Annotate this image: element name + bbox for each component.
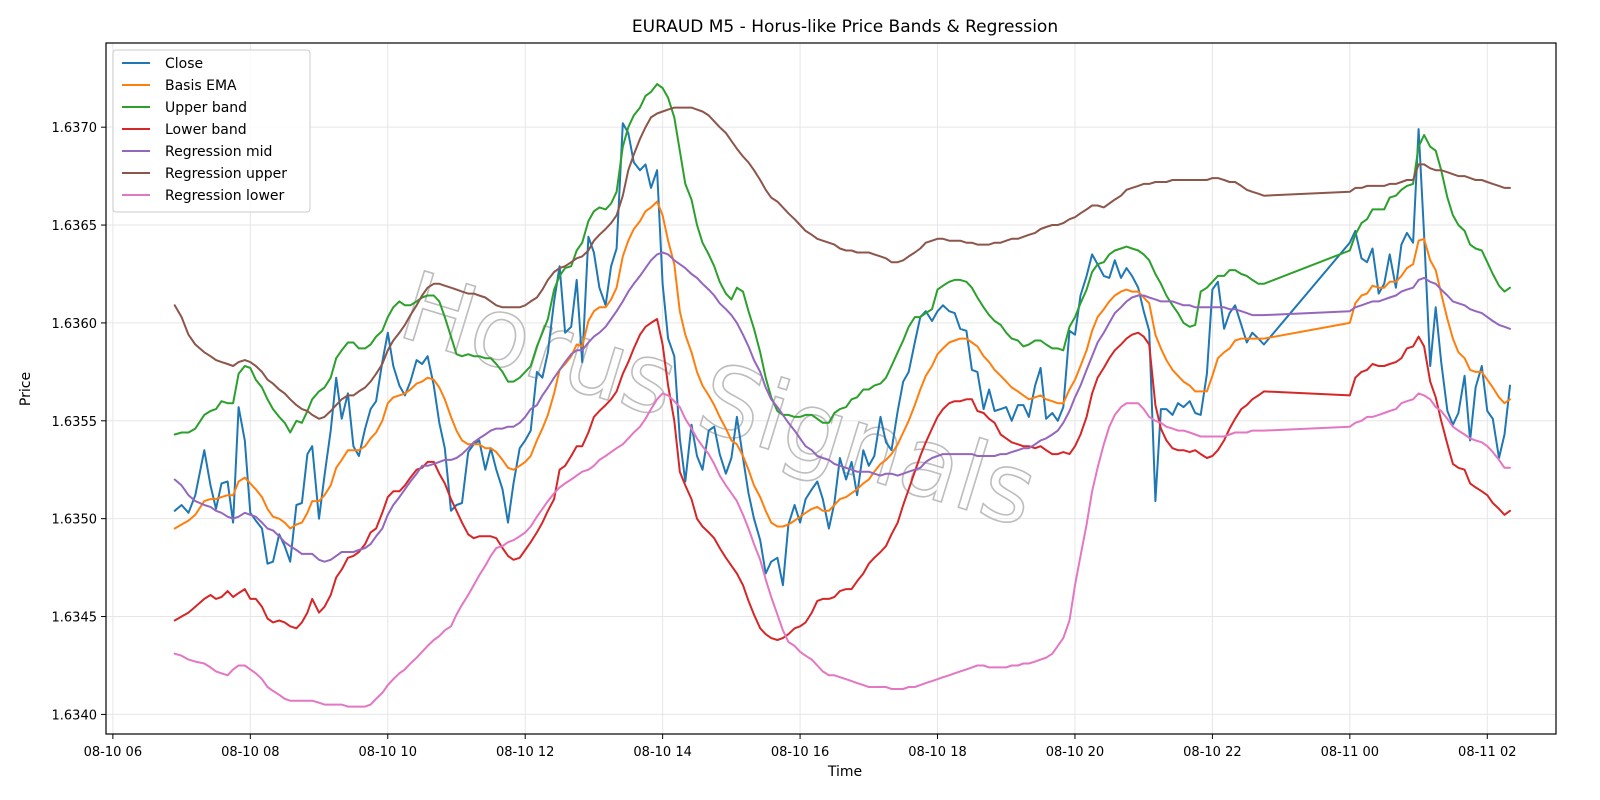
x-axis: 08-10 06 08-10 08 08-10 10 08-10 12 08-10 14… — [84, 734, 1517, 760]
series-line-basis-ema — [173, 200, 1511, 530]
y-tick-label: 1.6350 — [52, 513, 98, 528]
legend-label-lower-band: Lower band — [165, 122, 247, 138]
x-tick-label: 08-10 08 — [221, 745, 279, 760]
y-tick-label: 1.6360 — [52, 317, 98, 332]
series-line-upper-band — [173, 83, 1511, 436]
y-tick-label: 1.6340 — [52, 708, 98, 723]
x-tick-label: 08-10 10 — [359, 745, 417, 760]
plot-frame — [105, 42, 1557, 735]
series-line-close — [173, 122, 1511, 587]
legend-box — [112, 49, 311, 213]
y-tick-label: 1.6365 — [52, 219, 98, 234]
series-line-lower-band — [173, 318, 1511, 641]
legend-label-close: Close — [165, 56, 203, 72]
x-axis-title: Time — [827, 764, 862, 780]
x-tick-label: 08-10 12 — [496, 745, 554, 760]
x-tick-label: 08-10 18 — [908, 745, 966, 760]
x-tick-label: 08-10 14 — [633, 745, 691, 760]
y-tick-label: 1.6370 — [52, 121, 98, 136]
x-tick-label: 08-11 02 — [1458, 745, 1516, 760]
series-line-regression-mid — [173, 251, 1511, 563]
legend-label-regression-upper: Regression upper — [165, 166, 287, 182]
x-tick-label: 08-10 06 — [84, 745, 142, 760]
legend-label-regression-lower: Regression lower — [165, 188, 285, 204]
series-line-regression-upper — [173, 106, 1511, 420]
legend-label-regression-mid: Regression mid — [165, 144, 272, 160]
x-tick-label: 08-11 00 — [1321, 745, 1379, 760]
x-tick-label: 08-10 22 — [1183, 745, 1241, 760]
y-tick-label: 1.6355 — [52, 415, 98, 430]
x-tick-label: 08-10 20 — [1046, 745, 1104, 760]
y-axis: 1.6340 1.6345 1.6350 1.6355 1.6360 1.6365 1.63… — [52, 121, 106, 723]
chart-title: EURAUD M5 - Horus-like Price Bands & Reg… — [632, 17, 1058, 37]
y-tick-label: 1.6345 — [52, 611, 98, 626]
legend-label-upper-band: Upper band — [165, 100, 247, 116]
x-tick-label: 08-10 16 — [771, 745, 829, 760]
y-axis-title: Price — [18, 372, 34, 406]
series-line-regression-lower — [173, 392, 1511, 708]
legend: Close Basis EMA Upper band Lower band Regres… — [112, 49, 311, 213]
series-layer — [173, 83, 1511, 708]
legend-label-basis-ema: Basis EMA — [165, 78, 237, 94]
